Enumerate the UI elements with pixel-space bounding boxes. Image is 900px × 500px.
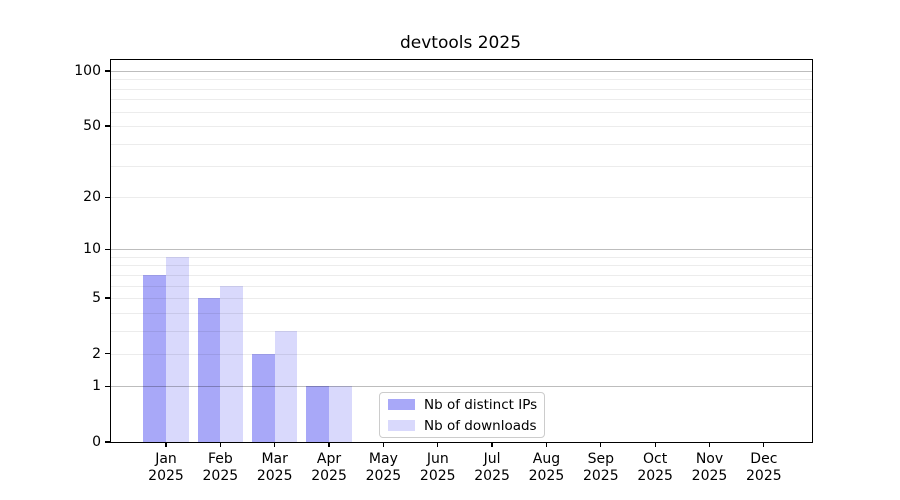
x-tick-label-feb: Feb 2025	[202, 451, 239, 484]
x-tick-label-apr: Apr 2025	[311, 451, 347, 484]
gridline-minor-90	[111, 79, 812, 81]
gridline-minor-9	[111, 256, 812, 258]
y-tick-1	[104, 385, 110, 387]
x-tick-label-jun: Jun 2025	[419, 451, 456, 484]
x-tick-label-dec: Dec 2025	[746, 451, 782, 484]
gridline-minor-20	[111, 197, 812, 199]
legend: Nb of distinct IPs Nb of downloads	[379, 392, 545, 438]
x-tick-dec	[763, 442, 765, 447]
x-tick-label-sep: Sep 2025	[582, 451, 619, 484]
y-tick-2	[104, 353, 110, 355]
bar-nb-of-distinct-ips-jan	[143, 274, 166, 442]
legend-label: Nb of downloads	[424, 417, 537, 434]
gridline-minor-80	[111, 88, 812, 90]
bar-nb-of-downloads-jan	[166, 256, 189, 442]
x-tick-jul	[491, 442, 493, 447]
y-tick-10	[104, 248, 110, 250]
x-tick-sep	[600, 442, 602, 447]
legend-label: Nb of distinct IPs	[424, 396, 538, 413]
legend-item: Nb of distinct IPs	[388, 396, 538, 413]
y-tick-label-10: 10	[83, 241, 101, 258]
y-tick-label-5: 5	[92, 289, 101, 306]
x-tick-nov	[708, 442, 711, 447]
gridline-minor-60	[111, 111, 812, 113]
chart-title: devtools 2025	[399, 33, 522, 53]
x-tick-label-aug: Aug 2025	[528, 451, 565, 484]
gridline-major-100	[111, 71, 812, 72]
bar-nb-of-downloads-apr	[329, 386, 352, 442]
y-tick-50	[104, 125, 110, 127]
y-tick-0	[104, 441, 110, 443]
x-tick-label-mar: Mar 2025	[256, 451, 293, 484]
y-tick-5	[104, 297, 110, 299]
bar-nb-of-distinct-ips-mar	[251, 353, 275, 442]
x-tick-aug	[545, 442, 548, 447]
gridline-minor-50	[111, 125, 812, 127]
y-tick-label-2: 2	[92, 345, 101, 362]
bar-nb-of-distinct-ips-apr	[306, 386, 330, 442]
x-tick-feb	[219, 442, 221, 447]
x-tick-label-oct: Oct 2025	[637, 451, 673, 484]
x-tick-label-may: May 2025	[365, 451, 402, 484]
y-tick-label-1: 1	[92, 378, 101, 395]
x-tick-label-nov: Nov 2025	[691, 451, 728, 484]
y-tick-label-100: 100	[74, 63, 101, 79]
y-tick-label-0: 0	[92, 434, 101, 450]
x-tick-oct	[654, 442, 656, 447]
gridline-major-1	[111, 386, 812, 388]
gridline-minor-3	[111, 330, 812, 332]
gridline-minor-30	[111, 165, 812, 167]
x-tick-may	[382, 442, 385, 447]
gridline-minor-40	[111, 143, 812, 145]
y-tick-label-20: 20	[83, 189, 101, 206]
gridline-minor-2	[111, 353, 812, 355]
gridline-minor-8	[111, 265, 812, 267]
legend-swatch-icon	[388, 420, 415, 431]
gridline-minor-70	[111, 99, 812, 101]
y-tick-20	[104, 196, 110, 198]
legend-item: Nb of downloads	[388, 417, 537, 434]
bar-nb-of-downloads-feb	[220, 285, 244, 442]
x-tick-label-jul: Jul 2025	[474, 451, 510, 484]
y-tick-100	[104, 70, 110, 72]
gridline-minor-5	[111, 298, 812, 299]
bar-nb-of-downloads-mar	[274, 330, 298, 442]
y-tick-label-50: 50	[83, 117, 101, 134]
x-tick-jan	[165, 442, 167, 447]
x-tick-label-jan: Jan 2025	[148, 451, 184, 484]
gridline-major-10	[111, 249, 812, 251]
x-tick-jun	[437, 442, 439, 447]
bar-nb-of-distinct-ips-feb	[197, 297, 221, 442]
gridline-minor-6	[111, 285, 812, 287]
x-tick-mar	[274, 442, 276, 447]
gridline-minor-4	[111, 312, 812, 314]
gridline-minor-7	[111, 274, 812, 276]
legend-swatch-icon	[388, 399, 415, 410]
plot-area: 0 1 2 5 10 20 50 100 Jan 2025 Feb 2025 Mar 2025 Ap…	[74, 59, 813, 484]
x-tick-apr	[328, 442, 330, 447]
